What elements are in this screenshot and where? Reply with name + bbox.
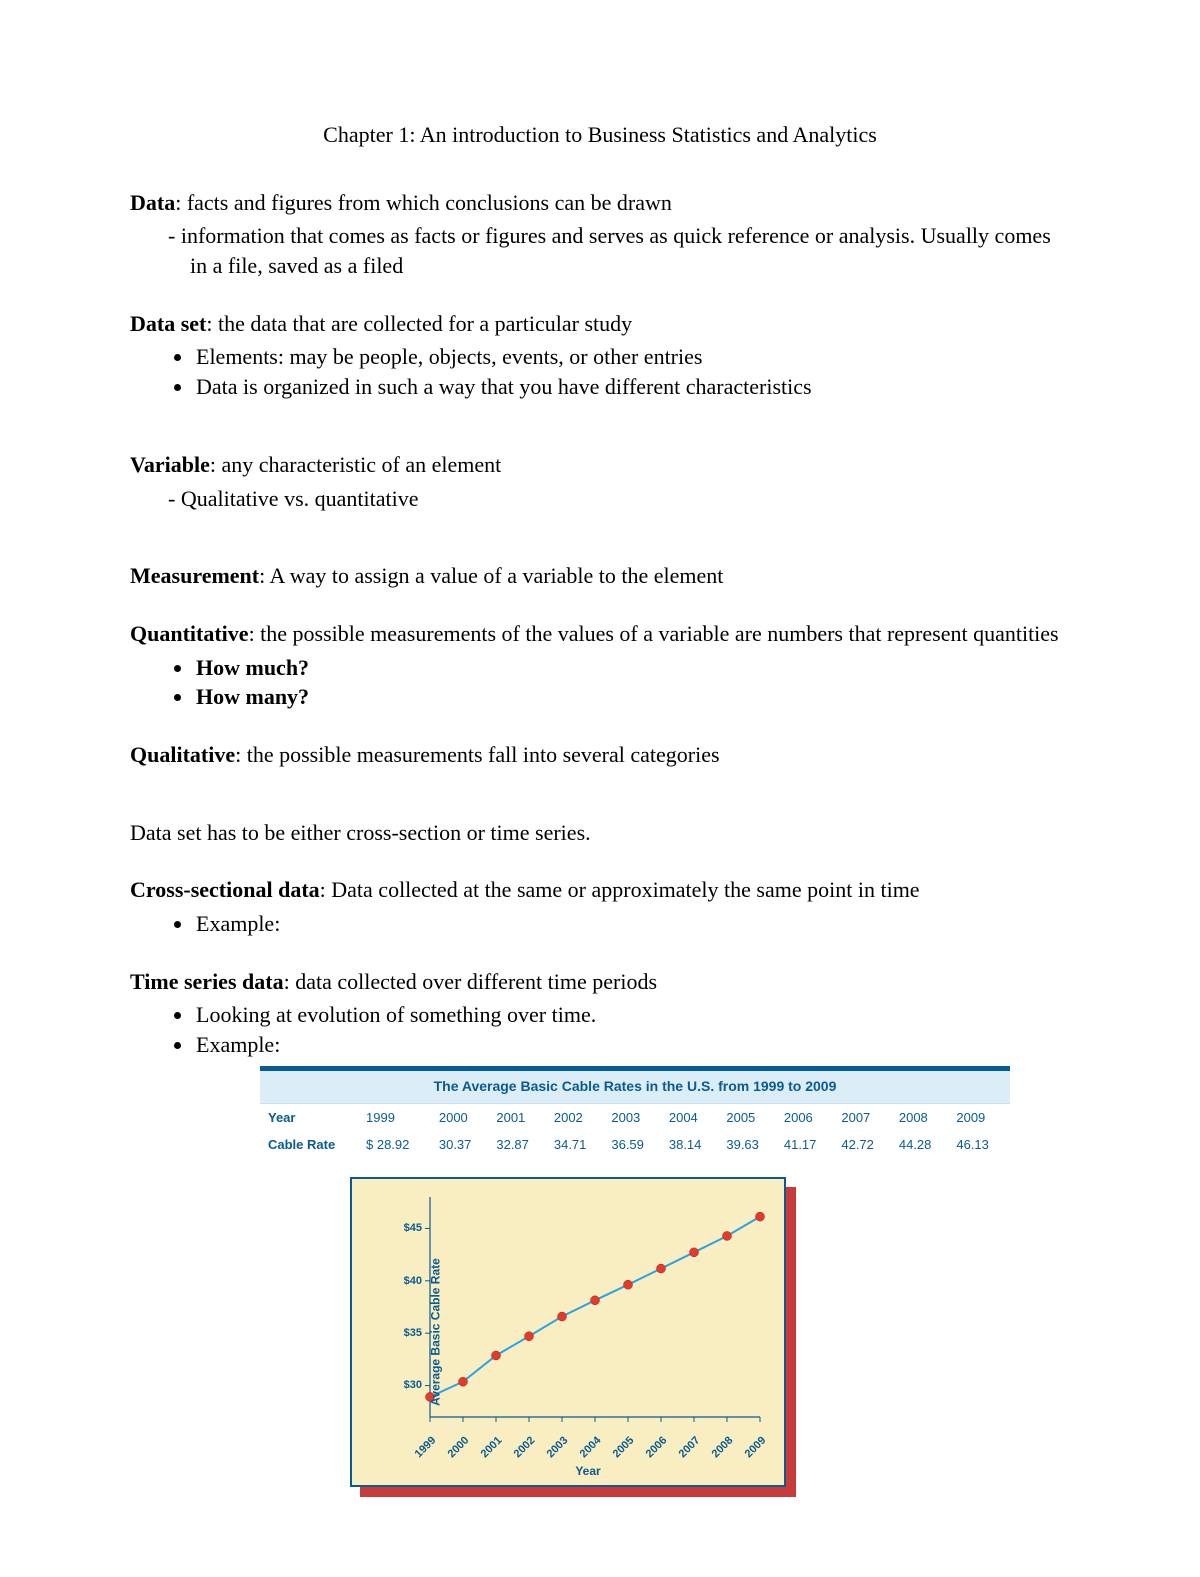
cell: 2009	[952, 1104, 1010, 1132]
chart-ylabel: Average Basic Cable Rate	[428, 1258, 444, 1406]
def-dataset: : the data that are collected for a part…	[206, 311, 632, 336]
cell: 39.63	[722, 1131, 780, 1159]
term-data: Data	[130, 190, 175, 215]
chapter-title: Chapter 1: An introduction to Business S…	[130, 120, 1070, 150]
list-data: information that comes as facts or figur…	[130, 221, 1070, 280]
list-variable: Qualitative vs. quantitative	[130, 484, 1070, 514]
chart-ytick-label: $30	[392, 1378, 422, 1393]
cell: 38.14	[665, 1131, 723, 1159]
list-item: Qualitative vs. quantitative	[190, 484, 1070, 514]
cell: 2000	[435, 1104, 493, 1132]
section-data: Data: facts and figures from which concl…	[130, 188, 1070, 281]
chart-wrap: Average Basic Cable Rate Year $30 $35 $40 $…	[350, 1177, 796, 1497]
section-cross: Cross-sectional data: Data collected at …	[130, 875, 1070, 938]
list-item: Example:	[194, 909, 1070, 939]
list-item: information that comes as facts or figur…	[190, 221, 1070, 280]
cell: 1999	[362, 1104, 435, 1132]
cell: 2004	[665, 1104, 723, 1132]
cell: 2002	[550, 1104, 608, 1132]
list-time: Looking at evolution of something over t…	[130, 1000, 1070, 1059]
list-item: How much?	[194, 653, 1070, 683]
page: Chapter 1: An introduction to Business S…	[0, 0, 1200, 1577]
cell: 44.28	[895, 1131, 953, 1159]
row-label-rate: Cable Rate	[260, 1131, 362, 1159]
term-qualitative: Qualitative	[130, 742, 235, 767]
section-dataset: Data set: the data that are collected fo…	[130, 309, 1070, 402]
list-item: Elements: may be people, objects, events…	[194, 342, 1070, 372]
def-cross: : Data collected at the same or approxim…	[320, 877, 920, 902]
cell: 42.72	[837, 1131, 895, 1159]
table-title: The Average Basic Cable Rates in the U.S…	[260, 1071, 1010, 1104]
list-dataset: Elements: may be people, objects, events…	[130, 342, 1070, 401]
term-quantitative: Quantitative	[130, 621, 249, 646]
chart-xlabel: Year	[352, 1463, 784, 1479]
cell: 32.87	[492, 1131, 550, 1159]
section-note: Data set has to be either cross-section …	[130, 818, 1070, 848]
cell: 2001	[492, 1104, 550, 1132]
cell: 41.17	[780, 1131, 838, 1159]
chart-frame: Average Basic Cable Rate Year $30 $35 $40 $…	[350, 1177, 786, 1487]
term-measurement: Measurement	[130, 563, 259, 588]
rate-table: Year 1999 2000 2001 2002 2003 2004 2005 …	[260, 1104, 1010, 1159]
table-row: Year 1999 2000 2001 2002 2003 2004 2005 …	[260, 1104, 1010, 1132]
list-cross: Example:	[130, 909, 1070, 939]
term-dataset: Data set	[130, 311, 206, 336]
def-measurement: : A way to assign a value of a variable …	[259, 563, 723, 588]
def-data: : facts and figures from which conclusio…	[175, 190, 672, 215]
term-time: Time series data	[130, 969, 284, 994]
section-quantitative: Quantitative: the possible measurements …	[130, 619, 1070, 712]
cell: 30.37	[435, 1131, 493, 1159]
term-cross: Cross-sectional data	[130, 877, 320, 902]
def-qualitative: : the possible measurements fall into se…	[235, 742, 719, 767]
list-item: How many?	[194, 682, 1070, 712]
cell: 34.71	[550, 1131, 608, 1159]
def-quantitative: : the possible measurements of the value…	[249, 621, 1059, 646]
cell: $ 28.92	[362, 1131, 435, 1159]
chart-ytick-label: $35	[392, 1326, 422, 1341]
chart-ytick-label: $45	[392, 1221, 422, 1236]
list-item: Example:	[194, 1030, 1070, 1060]
list-item: Data is organized in such a way that you…	[194, 372, 1070, 402]
cell: 46.13	[952, 1131, 1010, 1159]
list-item: Looking at evolution of something over t…	[194, 1000, 1070, 1030]
section-qualitative: Qualitative: the possible measurements f…	[130, 740, 1070, 770]
cell: 2008	[895, 1104, 953, 1132]
figure-cable-rates: The Average Basic Cable Rates in the U.S…	[260, 1066, 1010, 1497]
chart-ytick-label: $40	[392, 1274, 422, 1289]
def-time: : data collected over different time per…	[284, 969, 657, 994]
list-quantitative: How much? How many?	[130, 653, 1070, 712]
section-variable: Variable: any characteristic of an eleme…	[130, 450, 1070, 513]
cell: 2007	[837, 1104, 895, 1132]
section-measurement: Measurement: A way to assign a value of …	[130, 561, 1070, 591]
term-variable: Variable	[130, 452, 210, 477]
cell: 2003	[607, 1104, 665, 1132]
row-label-year: Year	[260, 1104, 362, 1132]
cell: 36.59	[607, 1131, 665, 1159]
table-row: Cable Rate $ 28.92 30.37 32.87 34.71 36.…	[260, 1131, 1010, 1159]
section-time: Time series data: data collected over di…	[130, 967, 1070, 1060]
cell: 2005	[722, 1104, 780, 1132]
def-variable: : any characteristic of an element	[210, 452, 501, 477]
cell: 2006	[780, 1104, 838, 1132]
